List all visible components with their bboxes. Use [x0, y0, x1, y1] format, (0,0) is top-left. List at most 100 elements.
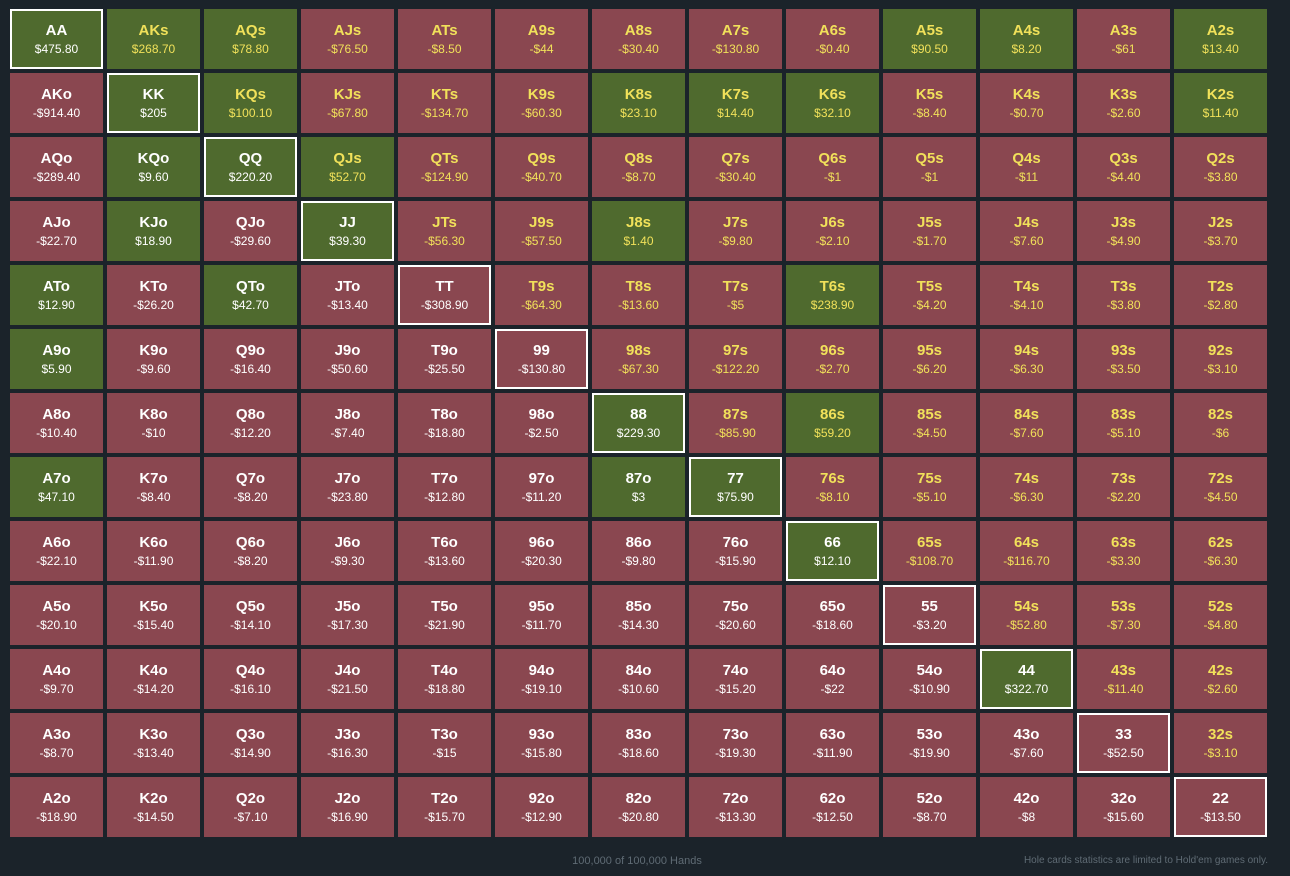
hand-cell-q6s[interactable]: Q6s -$1 [786, 137, 879, 197]
hand-cell-q3o[interactable]: Q3o -$14.90 [204, 713, 297, 773]
hand-cell-53s[interactable]: 53s -$7.30 [1077, 585, 1170, 645]
hand-cell-qjo[interactable]: QJo -$29.60 [204, 201, 297, 261]
hand-cell-a9s[interactable]: A9s -$44 [495, 9, 588, 69]
hand-cell-t2o[interactable]: T2o -$15.70 [398, 777, 491, 837]
hand-cell-62s[interactable]: 62s -$6.30 [1174, 521, 1267, 581]
hand-cell-65o[interactable]: 65o -$18.60 [786, 585, 879, 645]
hand-cell-q5o[interactable]: Q5o -$14.10 [204, 585, 297, 645]
hand-cell-aks[interactable]: AKs $268.70 [107, 9, 200, 69]
hand-cell-85s[interactable]: 85s -$4.50 [883, 393, 976, 453]
hand-cell-qts[interactable]: QTs -$124.90 [398, 137, 491, 197]
hand-cell-j8s[interactable]: J8s $1.40 [592, 201, 685, 261]
hand-cell-84s[interactable]: 84s -$7.60 [980, 393, 1073, 453]
hand-cell-k6s[interactable]: K6s $32.10 [786, 73, 879, 133]
hand-cell-q7s[interactable]: Q7s -$30.40 [689, 137, 782, 197]
hand-cell-t5o[interactable]: T5o -$21.90 [398, 585, 491, 645]
hand-cell-a6o[interactable]: A6o -$22.10 [10, 521, 103, 581]
hand-cell-99[interactable]: 99 -$130.80 [495, 329, 588, 389]
hand-cell-a2s[interactable]: A2s $13.40 [1174, 9, 1267, 69]
hand-cell-jts[interactable]: JTs -$56.30 [398, 201, 491, 261]
hand-cell-54s[interactable]: 54s -$52.80 [980, 585, 1073, 645]
hand-cell-82o[interactable]: 82o -$20.80 [592, 777, 685, 837]
hand-cell-aqo[interactable]: AQo -$289.40 [10, 137, 103, 197]
hand-cell-a5s[interactable]: A5s $90.50 [883, 9, 976, 69]
hand-cell-t4s[interactable]: T4s -$4.10 [980, 265, 1073, 325]
hand-cell-a4o[interactable]: A4o -$9.70 [10, 649, 103, 709]
hand-cell-t4o[interactable]: T4o -$18.80 [398, 649, 491, 709]
hand-cell-k2o[interactable]: K2o -$14.50 [107, 777, 200, 837]
hand-cell-96s[interactable]: 96s -$2.70 [786, 329, 879, 389]
hand-cell-t7s[interactable]: T7s -$5 [689, 265, 782, 325]
hand-cell-t9o[interactable]: T9o -$25.50 [398, 329, 491, 389]
hand-cell-73s[interactable]: 73s -$2.20 [1077, 457, 1170, 517]
hand-cell-72o[interactable]: 72o -$13.30 [689, 777, 782, 837]
hand-cell-qto[interactable]: QTo $42.70 [204, 265, 297, 325]
hand-cell-j7o[interactable]: J7o -$23.80 [301, 457, 394, 517]
hand-cell-94o[interactable]: 94o -$19.10 [495, 649, 588, 709]
hand-cell-85o[interactable]: 85o -$14.30 [592, 585, 685, 645]
hand-cell-q8o[interactable]: Q8o -$12.20 [204, 393, 297, 453]
hand-cell-ats[interactable]: ATs -$8.50 [398, 9, 491, 69]
hand-cell-k4s[interactable]: K4s -$0.70 [980, 73, 1073, 133]
hand-cell-55[interactable]: 55 -$3.20 [883, 585, 976, 645]
hand-cell-aqs[interactable]: AQs $78.80 [204, 9, 297, 69]
hand-cell-93o[interactable]: 93o -$15.80 [495, 713, 588, 773]
hand-cell-k8s[interactable]: K8s $23.10 [592, 73, 685, 133]
hand-cell-j5s[interactable]: J5s -$1.70 [883, 201, 976, 261]
hand-cell-76o[interactable]: 76o -$15.90 [689, 521, 782, 581]
hand-cell-75s[interactable]: 75s -$5.10 [883, 457, 976, 517]
hand-cell-a9o[interactable]: A9o $5.90 [10, 329, 103, 389]
hand-cell-k9s[interactable]: K9s -$60.30 [495, 73, 588, 133]
hand-cell-aa[interactable]: AA $475.80 [10, 9, 103, 69]
hand-cell-t8o[interactable]: T8o -$18.80 [398, 393, 491, 453]
hand-cell-jto[interactable]: JTo -$13.40 [301, 265, 394, 325]
hand-cell-kjs[interactable]: KJs -$67.80 [301, 73, 394, 133]
hand-cell-86o[interactable]: 86o -$9.80 [592, 521, 685, 581]
hand-cell-32o[interactable]: 32o -$15.60 [1077, 777, 1170, 837]
hand-cell-97s[interactable]: 97s -$122.20 [689, 329, 782, 389]
hand-cell-j6s[interactable]: J6s -$2.10 [786, 201, 879, 261]
hand-cell-q4s[interactable]: Q4s -$11 [980, 137, 1073, 197]
hand-cell-63s[interactable]: 63s -$3.30 [1077, 521, 1170, 581]
hand-cell-k6o[interactable]: K6o -$11.90 [107, 521, 200, 581]
hand-cell-j9o[interactable]: J9o -$50.60 [301, 329, 394, 389]
hand-cell-ajs[interactable]: AJs -$76.50 [301, 9, 394, 69]
hand-cell-q6o[interactable]: Q6o -$8.20 [204, 521, 297, 581]
hand-cell-q9o[interactable]: Q9o -$16.40 [204, 329, 297, 389]
hand-cell-j2o[interactable]: J2o -$16.90 [301, 777, 394, 837]
hand-cell-ako[interactable]: AKo -$914.40 [10, 73, 103, 133]
hand-cell-73o[interactable]: 73o -$19.30 [689, 713, 782, 773]
hand-cell-a5o[interactable]: A5o -$20.10 [10, 585, 103, 645]
hand-cell-44[interactable]: 44 $322.70 [980, 649, 1073, 709]
hand-cell-k5s[interactable]: K5s -$8.40 [883, 73, 976, 133]
hand-cell-84o[interactable]: 84o -$10.60 [592, 649, 685, 709]
hand-cell-42o[interactable]: 42o -$8 [980, 777, 1073, 837]
hand-cell-22[interactable]: 22 -$13.50 [1174, 777, 1267, 837]
hand-cell-t6o[interactable]: T6o -$13.60 [398, 521, 491, 581]
hand-cell-94s[interactable]: 94s -$6.30 [980, 329, 1073, 389]
hand-cell-a6s[interactable]: A6s -$0.40 [786, 9, 879, 69]
hand-cell-j3s[interactable]: J3s -$4.90 [1077, 201, 1170, 261]
hand-cell-95o[interactable]: 95o -$11.70 [495, 585, 588, 645]
hand-cell-64o[interactable]: 64o -$22 [786, 649, 879, 709]
hand-cell-74o[interactable]: 74o -$15.20 [689, 649, 782, 709]
hand-cell-tt[interactable]: TT -$308.90 [398, 265, 491, 325]
hand-cell-65s[interactable]: 65s -$108.70 [883, 521, 976, 581]
hand-cell-j4s[interactable]: J4s -$7.60 [980, 201, 1073, 261]
hand-cell-86s[interactable]: 86s $59.20 [786, 393, 879, 453]
hand-cell-74s[interactable]: 74s -$6.30 [980, 457, 1073, 517]
hand-cell-t2s[interactable]: T2s -$2.80 [1174, 265, 1267, 325]
hand-cell-k2s[interactable]: K2s $11.40 [1174, 73, 1267, 133]
hand-cell-ajo[interactable]: AJo -$22.70 [10, 201, 103, 261]
hand-cell-j2s[interactable]: J2s -$3.70 [1174, 201, 1267, 261]
hand-cell-a3o[interactable]: A3o -$8.70 [10, 713, 103, 773]
hand-cell-q9s[interactable]: Q9s -$40.70 [495, 137, 588, 197]
hand-cell-t8s[interactable]: T8s -$13.60 [592, 265, 685, 325]
hand-cell-j8o[interactable]: J8o -$7.40 [301, 393, 394, 453]
hand-cell-k3o[interactable]: K3o -$13.40 [107, 713, 200, 773]
hand-cell-a2o[interactable]: A2o -$18.90 [10, 777, 103, 837]
hand-cell-k9o[interactable]: K9o -$9.60 [107, 329, 200, 389]
hand-cell-q2o[interactable]: Q2o -$7.10 [204, 777, 297, 837]
hand-cell-k7s[interactable]: K7s $14.40 [689, 73, 782, 133]
hand-cell-52s[interactable]: 52s -$4.80 [1174, 585, 1267, 645]
